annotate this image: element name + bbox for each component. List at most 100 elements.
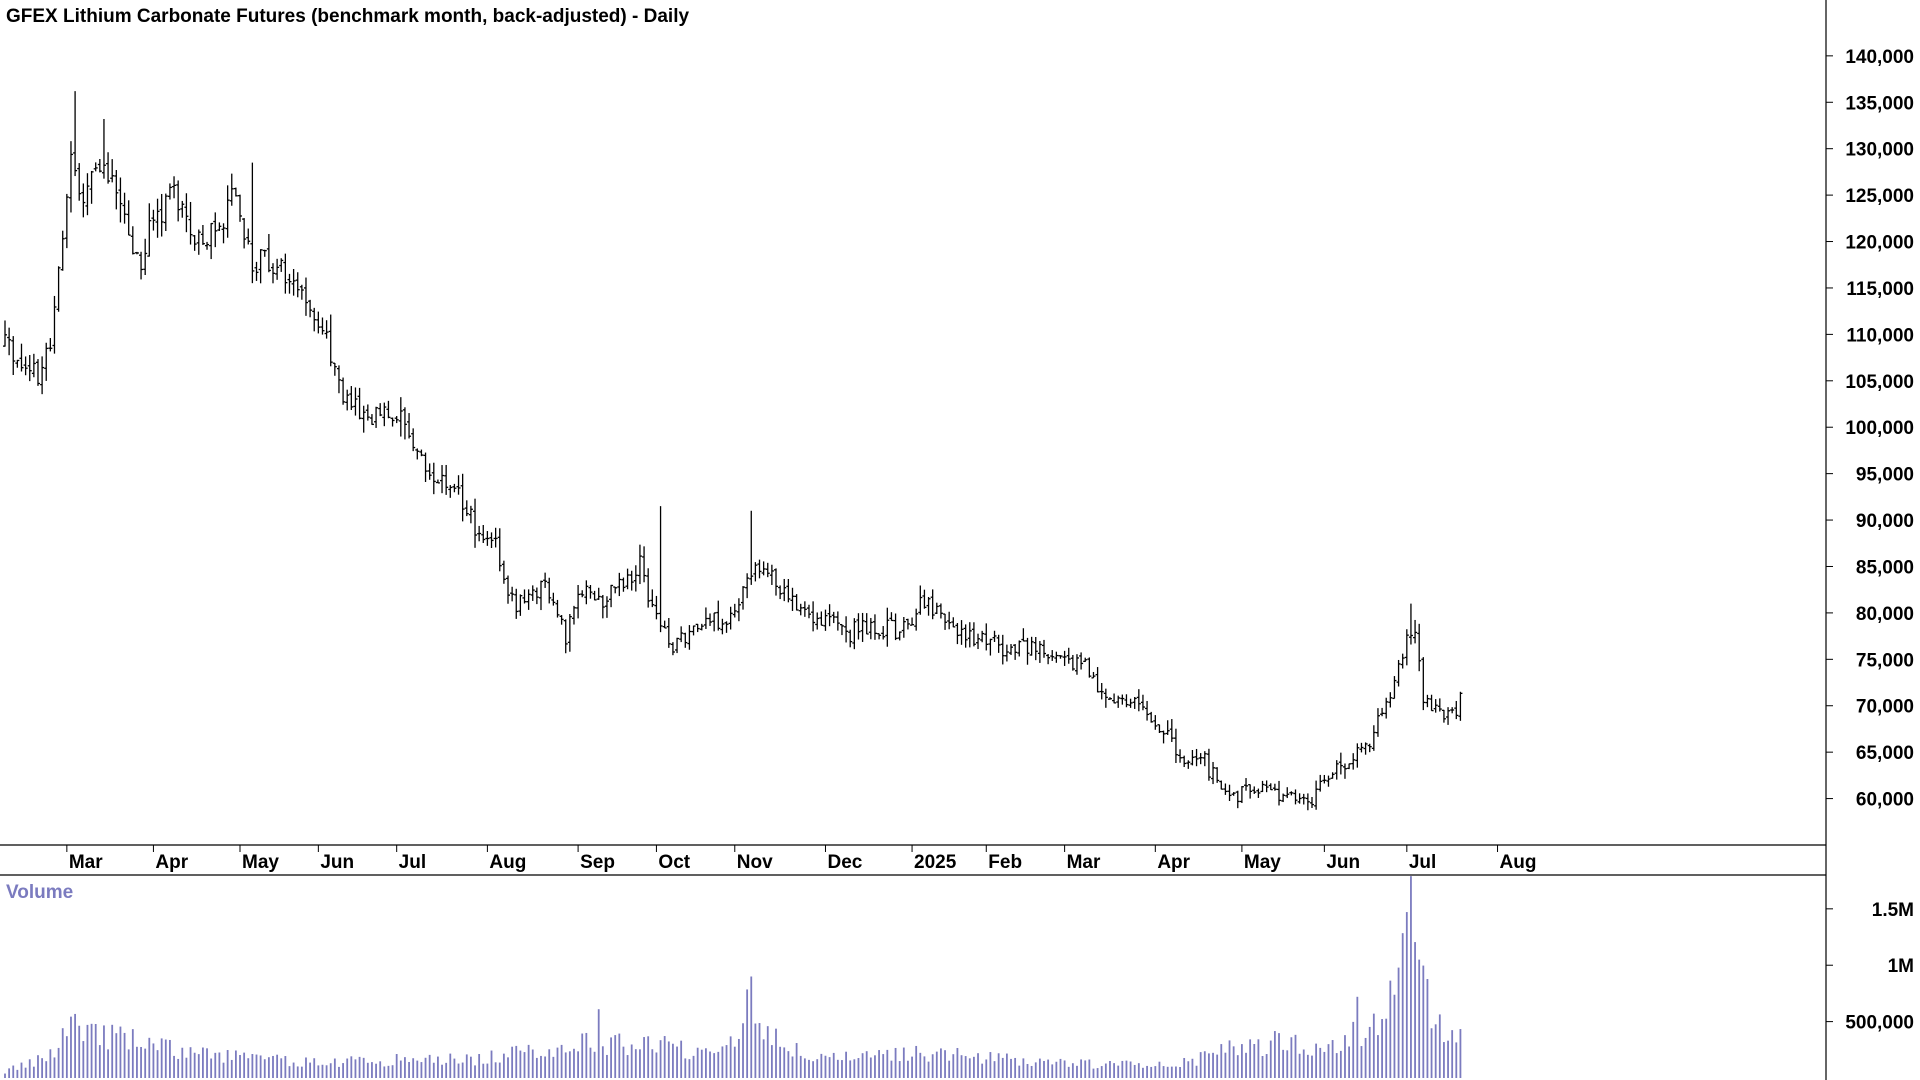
volume-bar bbox=[1195, 1065, 1198, 1078]
price-bar bbox=[258, 249, 263, 284]
price-bar bbox=[918, 585, 923, 615]
volume-bar bbox=[560, 1044, 563, 1078]
volume-bar bbox=[1241, 1044, 1243, 1078]
volume-bar bbox=[614, 1035, 617, 1078]
volume-bar bbox=[123, 1032, 126, 1078]
volume-bar bbox=[1245, 1052, 1247, 1078]
price-bar bbox=[233, 187, 238, 197]
price-bar bbox=[947, 611, 952, 630]
x-axis: Mar Apr May Jun Jul Aug Sep Oct Nov Dec 2025 Feb Mar… bbox=[66, 845, 1536, 873]
volume-bar bbox=[618, 1033, 621, 1078]
volume-bar bbox=[214, 1052, 217, 1078]
volume-bar bbox=[276, 1054, 279, 1078]
price-bar bbox=[1297, 793, 1302, 804]
price-bar bbox=[988, 638, 993, 656]
volume-bar bbox=[1335, 1053, 1338, 1078]
price-bar bbox=[378, 403, 383, 417]
volume-bar bbox=[729, 1036, 732, 1078]
price-bar bbox=[52, 295, 57, 354]
volume-bar bbox=[1208, 1053, 1210, 1078]
price-bar bbox=[345, 389, 350, 411]
volume-bar bbox=[783, 1047, 786, 1078]
price-bar bbox=[221, 223, 226, 244]
price-bar bbox=[1355, 743, 1360, 768]
volume-bar bbox=[1298, 1053, 1301, 1078]
price-bar bbox=[1458, 691, 1463, 721]
volume-bar bbox=[1096, 1068, 1099, 1078]
price-bar bbox=[473, 498, 478, 548]
price-bar bbox=[155, 198, 160, 238]
volume-bar bbox=[721, 1046, 724, 1078]
volume-bar bbox=[762, 1039, 765, 1078]
volume-bar bbox=[1360, 1046, 1363, 1078]
price-bar bbox=[1256, 788, 1261, 798]
volume-bar bbox=[1043, 1060, 1045, 1078]
price-bar bbox=[745, 573, 750, 599]
price-bar bbox=[1235, 790, 1240, 809]
volume-bar bbox=[284, 1056, 287, 1078]
price-bar bbox=[1033, 636, 1038, 661]
volume-bar bbox=[107, 1049, 109, 1078]
price-bar bbox=[778, 585, 783, 600]
price-bar bbox=[332, 362, 337, 376]
price-bar bbox=[1074, 654, 1079, 675]
volume-bar bbox=[737, 1038, 740, 1078]
volume-bar bbox=[86, 1024, 89, 1078]
volume-bar bbox=[1302, 1049, 1305, 1078]
price-bar bbox=[238, 194, 243, 222]
price-bar bbox=[670, 642, 675, 656]
price-bar bbox=[35, 359, 40, 386]
x-tick-label: Mar bbox=[1067, 852, 1101, 873]
price-bar bbox=[703, 607, 708, 629]
volume-bar bbox=[1389, 980, 1392, 1078]
volume-bar bbox=[1191, 1058, 1194, 1078]
price-bar bbox=[642, 546, 647, 583]
price-bar bbox=[679, 626, 684, 643]
price-bar bbox=[316, 311, 321, 334]
price-bar bbox=[1330, 772, 1335, 779]
price-bar bbox=[1305, 793, 1310, 811]
price-bar bbox=[1013, 644, 1018, 660]
price-bar bbox=[1136, 689, 1141, 712]
volume-axis: 500,000 1M 1.5M bbox=[1826, 900, 1914, 1034]
volume-bar bbox=[1377, 1035, 1379, 1078]
price-bar bbox=[1103, 688, 1108, 708]
price-bar bbox=[19, 343, 24, 372]
price-bar bbox=[242, 218, 247, 249]
price-bar bbox=[287, 273, 292, 294]
price-bar bbox=[732, 603, 737, 618]
volume-bar bbox=[882, 1054, 885, 1078]
volume-bar bbox=[1385, 1018, 1388, 1078]
price-bar bbox=[411, 428, 416, 452]
volume-bar bbox=[923, 1056, 926, 1078]
volume-label: Volume bbox=[6, 882, 73, 903]
price-bar bbox=[600, 594, 605, 619]
volume-bar bbox=[1306, 1054, 1309, 1078]
price-bar bbox=[1347, 763, 1352, 770]
price-bar bbox=[464, 500, 469, 517]
price-tick-label: 120,000 bbox=[1845, 233, 1914, 254]
price-bar bbox=[427, 463, 432, 480]
volume-bar bbox=[902, 1047, 905, 1078]
price-bar bbox=[341, 377, 346, 405]
volume-bar bbox=[622, 1046, 625, 1078]
price-bar bbox=[68, 141, 73, 213]
price-tick-label: 130,000 bbox=[1845, 140, 1914, 161]
price-bar bbox=[1087, 657, 1092, 678]
price-bar bbox=[522, 589, 527, 604]
volume-bar bbox=[441, 1064, 443, 1078]
price-bar bbox=[1041, 639, 1046, 658]
price-bar bbox=[868, 617, 873, 640]
price-bar bbox=[815, 612, 820, 630]
volume-bar bbox=[977, 1053, 979, 1078]
price-bar bbox=[448, 485, 453, 498]
volume-bar bbox=[956, 1047, 959, 1078]
price-bar bbox=[106, 152, 111, 184]
price-bar bbox=[720, 618, 725, 635]
volume-bar bbox=[1434, 1024, 1437, 1078]
volume-bar bbox=[1397, 967, 1400, 1078]
price-bar bbox=[848, 629, 853, 648]
volume-bar bbox=[432, 1062, 435, 1078]
price-bar bbox=[1289, 791, 1294, 796]
price-bar bbox=[1029, 636, 1034, 656]
